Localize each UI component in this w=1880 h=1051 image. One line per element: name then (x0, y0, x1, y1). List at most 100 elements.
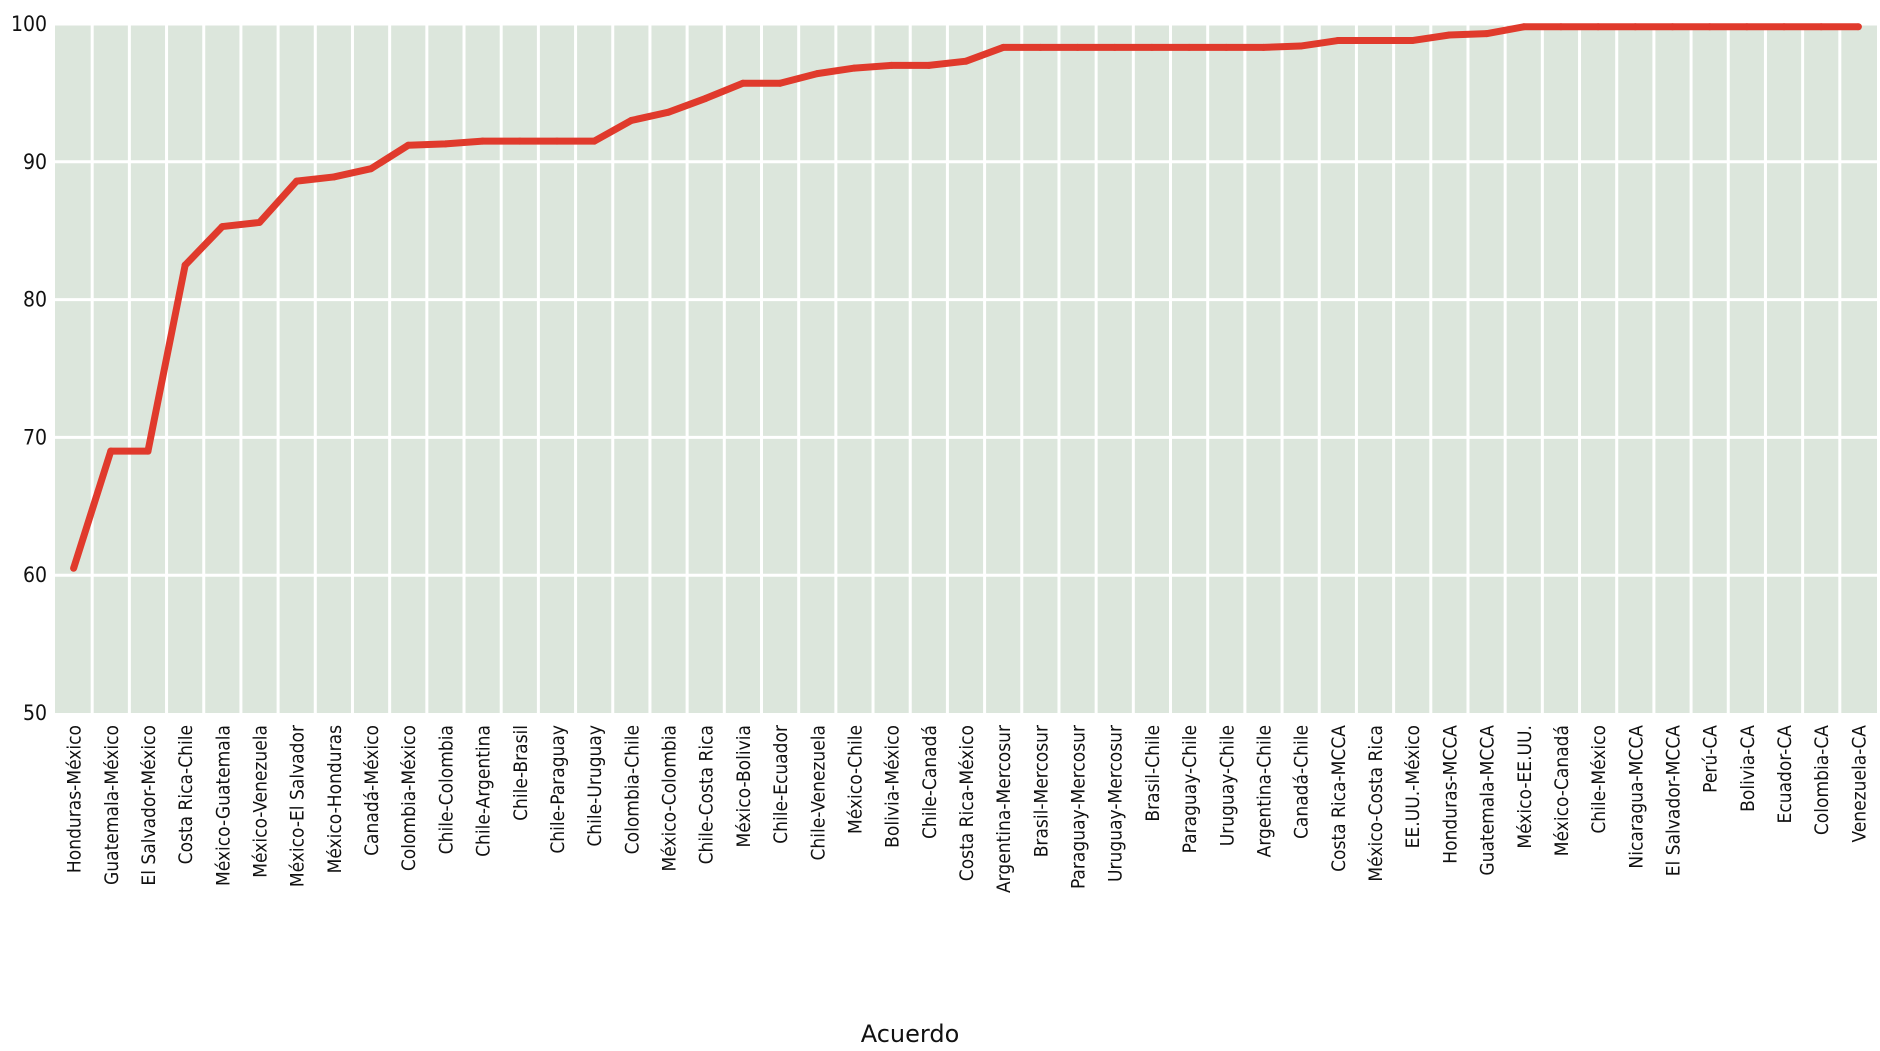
x-tick-label: México-Bolivia (733, 725, 755, 848)
x-tick-label: Chile-Venezuela (807, 725, 829, 861)
x-tick-label: México-Colombia (659, 725, 681, 872)
x-tick-label: Argentina-Mercosur (993, 724, 1015, 893)
data-point (516, 137, 524, 145)
x-tick-label: México-El Salvador (287, 724, 309, 887)
data-point (702, 94, 710, 102)
data-point (776, 79, 784, 87)
data-point (1743, 23, 1751, 31)
x-tick-label: Perú-CA (1700, 725, 1722, 793)
y-tick-label: 90 (23, 150, 47, 174)
x-tick-label: Chile-Brasil (510, 725, 532, 821)
x-tick-label: Bolivia-CA (1737, 725, 1759, 812)
x-tick-label: Colombia-CA (1811, 725, 1833, 835)
data-point (181, 261, 189, 269)
data-point (1111, 43, 1119, 51)
data-point (850, 64, 858, 72)
data-point (404, 141, 412, 149)
x-tick-label: Uruguay-Chile (1216, 725, 1238, 846)
data-point (107, 447, 115, 455)
x-tick-label: Honduras-México (64, 725, 86, 873)
x-tick-label: Chile-Argentina (473, 725, 495, 857)
data-point (367, 165, 375, 173)
data-point (813, 70, 821, 78)
data-point (479, 137, 487, 145)
data-point (144, 447, 152, 455)
y-tick-label: 50 (23, 701, 47, 725)
data-point (1780, 23, 1788, 31)
data-point (1631, 23, 1639, 31)
x-tick-label: Bolivia-México (882, 725, 904, 848)
y-tick-label: 70 (23, 425, 47, 449)
x-tick-label: Chile-Paraguay (547, 725, 569, 854)
data-point (739, 79, 747, 87)
x-tick-label: El Salvador-México (138, 725, 160, 886)
x-tick-label: Costa Rica-México (956, 725, 978, 881)
data-point (553, 137, 561, 145)
plot-background (55, 24, 1877, 713)
x-tick-label: Canadá-México (361, 725, 383, 856)
x-tick-label: México-Costa Rica (1365, 725, 1387, 882)
x-axis-title: Acuerdo (861, 1020, 960, 1048)
x-tick-label: Uruguay-Mercosur (1105, 724, 1127, 882)
x-tick-label: Guatemala-México (101, 725, 123, 885)
x-tick-label: Chile-Colombia (435, 725, 457, 854)
data-point (1185, 43, 1193, 51)
x-tick-label: EE.UU.-México (1402, 725, 1424, 848)
data-point (1706, 23, 1714, 31)
x-tick-label: El Salvador-MCCA (1662, 725, 1684, 877)
data-point (1817, 23, 1825, 31)
x-tick-label: Chile-Canadá (919, 725, 941, 839)
x-tick-label: México-EE.UU. (1514, 725, 1536, 849)
y-tick-label: 60 (23, 563, 47, 587)
data-point (1520, 23, 1528, 31)
data-point (1297, 42, 1305, 50)
x-tick-label: Chile-Ecuador (770, 724, 792, 844)
x-tick-label: Brasil-Chile (1142, 725, 1164, 822)
data-point (70, 564, 78, 572)
x-tick-label: Nicaragua-MCCA (1625, 725, 1647, 869)
data-point (1371, 37, 1379, 45)
data-point (293, 177, 301, 185)
x-tick-label: México-Guatemala (212, 725, 234, 886)
x-tick-label: Argentina-Chile (1253, 725, 1275, 857)
data-point (590, 137, 598, 145)
x-tick-label: Colombia-Chile (621, 725, 643, 854)
x-tick-label: Colombia-México (398, 725, 420, 871)
data-point (1445, 31, 1453, 39)
data-point (1408, 37, 1416, 45)
data-point (218, 223, 226, 231)
data-point (999, 43, 1007, 51)
data-point (627, 116, 635, 124)
data-point (1334, 37, 1342, 45)
x-tick-label: Paraguay-Mercosur (1068, 724, 1090, 889)
data-point (888, 61, 896, 69)
x-tick-label: Honduras-MCCA (1439, 725, 1461, 864)
x-tick-label: Ecuador-CA (1774, 725, 1796, 824)
y-tick-label: 80 (23, 288, 47, 312)
x-tick-label: Chile-Uruguay (584, 725, 606, 847)
x-tick-label: México-Canadá (1551, 725, 1573, 856)
x-tick-label: Costa Rica-MCCA (1328, 725, 1350, 872)
y-tick-label: 100 (11, 12, 47, 36)
data-point (1594, 23, 1602, 31)
data-point (962, 57, 970, 65)
x-tick-label: México-Venezuela (250, 725, 272, 878)
data-point (256, 218, 264, 226)
x-tick-label: Guatemala-MCCA (1477, 725, 1499, 876)
data-point (1148, 43, 1156, 51)
data-point (1259, 43, 1267, 51)
data-point (1222, 43, 1230, 51)
data-point (1668, 23, 1676, 31)
data-point (1483, 30, 1491, 38)
data-point (665, 108, 673, 116)
data-point (925, 61, 933, 69)
data-point (1036, 43, 1044, 51)
data-point (330, 173, 338, 181)
data-point (1074, 43, 1082, 51)
x-tick-label: Paraguay-Chile (1179, 725, 1201, 853)
x-tick-label: Chile-México (1588, 725, 1610, 834)
x-tick-label: Venezuela-CA (1848, 725, 1870, 843)
x-tick-label: Canadá-Chile (1291, 725, 1313, 839)
x-tick-label: México-Honduras (324, 725, 346, 874)
